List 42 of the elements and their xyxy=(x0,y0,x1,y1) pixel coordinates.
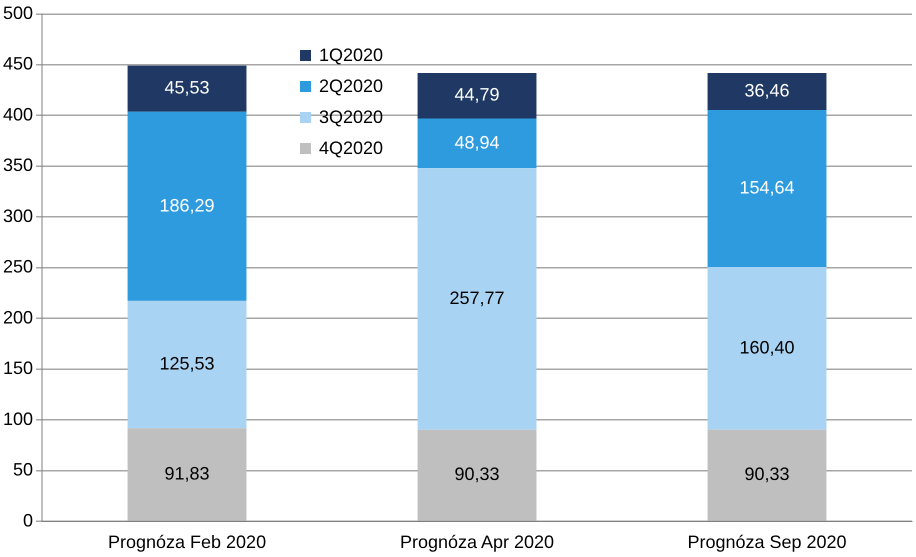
bar xyxy=(128,66,246,112)
data-label: 45,53 xyxy=(164,78,210,98)
x-tick-label: Prognóza Sep 2020 xyxy=(687,532,847,552)
data-label: 90,33 xyxy=(744,464,790,484)
bar xyxy=(128,300,246,428)
legend-label: 2Q2020 xyxy=(319,76,384,97)
bar xyxy=(708,266,826,430)
data-label: 257,77 xyxy=(449,288,505,308)
y-tick-label: 450 xyxy=(2,54,34,74)
data-label: 48,94 xyxy=(454,132,500,152)
data-label: 154,64 xyxy=(739,177,795,198)
bar xyxy=(708,110,826,267)
y-tick-label: 150 xyxy=(2,358,34,378)
data-label: 36,46 xyxy=(744,80,790,100)
data-label: 125,53 xyxy=(159,353,215,374)
legend-label: 3Q2020 xyxy=(319,107,384,128)
legend-label: 1Q2020 xyxy=(319,45,384,66)
y-tick-label: 250 xyxy=(2,256,34,277)
data-label: 44,79 xyxy=(454,84,500,105)
bar xyxy=(418,168,536,430)
bar xyxy=(708,430,826,521)
y-tick-label: 200 xyxy=(2,307,34,328)
data-label: 160,40 xyxy=(739,337,795,358)
bar xyxy=(128,428,246,521)
y-tick-label: 100 xyxy=(2,408,34,429)
y-tick-label: 350 xyxy=(2,155,34,176)
y-tick-label: 300 xyxy=(2,206,34,226)
x-tick-label: Prognóza Apr 2020 xyxy=(400,532,554,552)
y-tick-label: 0 xyxy=(23,510,34,530)
bar xyxy=(418,118,536,168)
bar xyxy=(418,73,536,118)
bar xyxy=(418,430,536,521)
x-tick-label: Prognóza Feb 2020 xyxy=(108,532,266,552)
data-label: 90,33 xyxy=(454,464,500,484)
bar xyxy=(708,73,826,110)
y-tick-label: 500 xyxy=(2,2,34,23)
data-label: 186,29 xyxy=(159,195,215,216)
legend-label: 4Q2020 xyxy=(319,138,384,159)
y-tick-label: 400 xyxy=(2,104,34,124)
bar xyxy=(128,112,246,301)
y-tick-label: 50 xyxy=(13,460,34,480)
data-label: 91,83 xyxy=(164,463,210,484)
